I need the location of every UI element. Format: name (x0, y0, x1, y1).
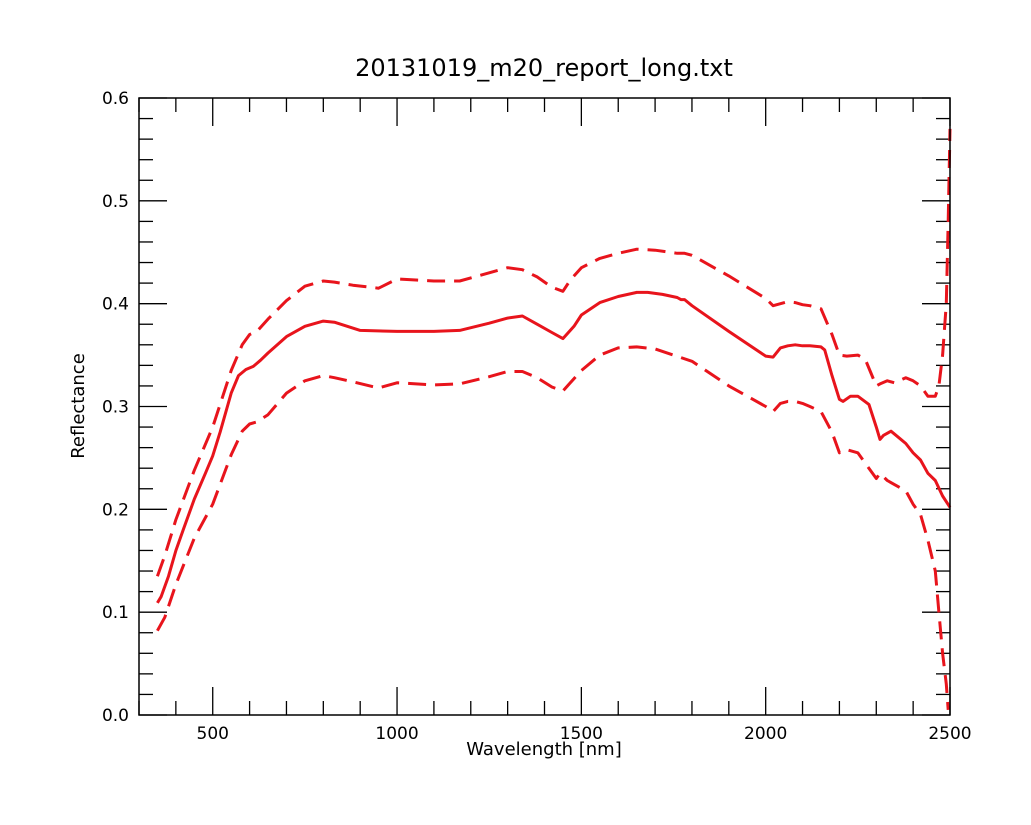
y-tick-label: 0.5 (102, 192, 129, 212)
y-tick-label: 0.2 (102, 500, 129, 520)
y-tick-label: 0.3 (102, 398, 129, 418)
y-tick-label: 0.6 (102, 89, 129, 109)
y-tick-label: 0.0 (102, 706, 129, 726)
mean-solid-series (156, 290, 952, 604)
chart-title: 20131019_m20_report_long.txt (355, 54, 733, 82)
x-tick-label: 2500 (928, 724, 971, 744)
tick-labels: 500 1000 1500 2000 2500 0.0 0.1 0.2 0.3 0.4 0.5 0.6 (102, 89, 972, 744)
x-tick-label: 1500 (560, 724, 603, 744)
lower-dashed-series (156, 345, 950, 711)
y-tick-label: 0.4 (102, 295, 129, 315)
y-tick-label: 0.1 (102, 603, 129, 623)
x-tick-label: 2000 (744, 724, 787, 744)
plot-frame (138, 97, 951, 716)
y-axis-label: Reflectance (68, 353, 89, 459)
data-series (155, 128, 952, 711)
x-tick-label: 500 (197, 724, 229, 744)
axis-ticks (138, 97, 951, 716)
x-axis-label: Wavelength [nm] (466, 739, 622, 760)
upper-dashed-series (155, 128, 952, 577)
x-tick-label: 1000 (375, 724, 418, 744)
